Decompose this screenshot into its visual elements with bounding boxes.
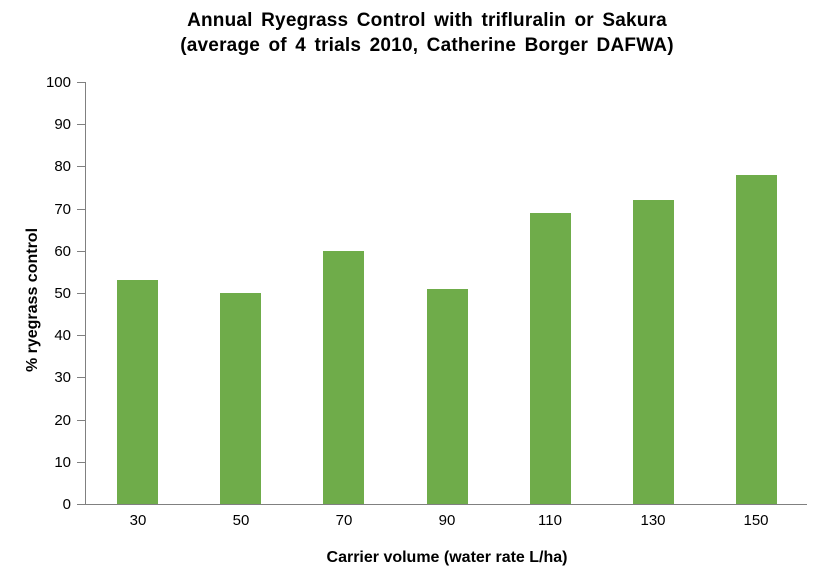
y-tick-mark [77,124,85,125]
x-tick-label: 130 [640,512,666,529]
bar-110 [530,213,571,504]
bar-150 [736,175,777,504]
y-tick-label: 40 [54,327,71,344]
y-tick-label: 70 [54,201,71,218]
y-tick-mark [77,293,85,294]
y-tick-mark [77,504,85,505]
y-axis-line [85,82,86,505]
y-tick-label: 80 [54,158,71,175]
y-tick-mark [77,462,85,463]
y-tick-label: 30 [54,369,71,386]
y-tick-label: 20 [54,412,71,429]
x-tick-label: 150 [743,512,769,529]
y-tick-mark [77,166,85,167]
bar-130 [633,200,674,504]
y-tick-label: 10 [54,454,71,471]
chart-title: Annual Ryegrass Control with trifluralin… [66,8,788,58]
y-tick-label: 50 [54,285,71,302]
chart-title-line1: Annual Ryegrass Control with trifluralin… [187,10,667,31]
bar-30 [117,280,158,504]
x-axis-line [77,504,807,505]
y-tick-mark [77,335,85,336]
y-tick-mark [77,251,85,252]
y-tick-mark [77,377,85,378]
y-tick-mark [77,209,85,210]
y-tick-mark [77,82,85,83]
x-tick-label: 70 [335,512,353,529]
x-tick-label: 90 [438,512,456,529]
y-tick-label: 100 [45,74,71,91]
x-axis-title: Carrier volume (water rate L/ha) [326,549,568,566]
y-tick-label: 0 [62,496,71,513]
bar-50 [220,293,261,504]
x-tick-label: 30 [129,512,147,529]
x-tick-label: 50 [232,512,250,529]
chart-title-line2: (average of 4 trials 2010, Catherine Bor… [180,35,674,56]
y-tick-label: 90 [54,116,71,133]
x-tick-label: 110 [538,512,562,529]
y-tick-mark [77,420,85,421]
bar-70 [323,251,364,504]
bar-90 [427,289,468,504]
y-tick-label: 60 [54,243,71,260]
